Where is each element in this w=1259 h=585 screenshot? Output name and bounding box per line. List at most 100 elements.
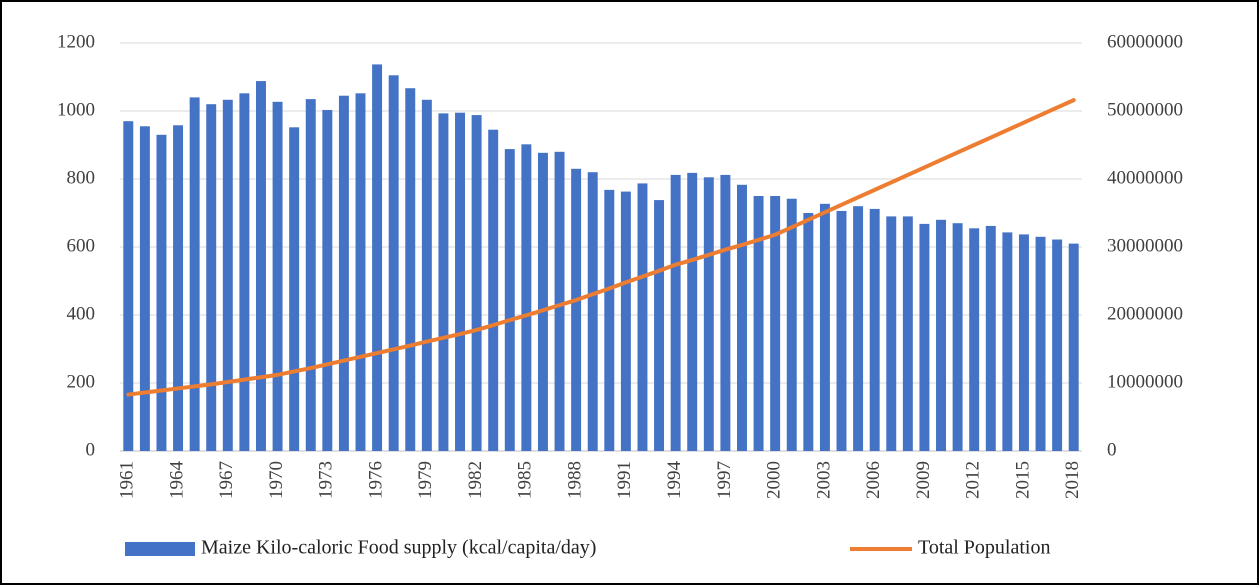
bar xyxy=(620,191,631,451)
x-tick-label: 1994 xyxy=(664,461,685,500)
x-tick-label: 1976 xyxy=(365,461,386,499)
bar xyxy=(819,203,830,451)
x-tick-label: 1964 xyxy=(166,461,187,500)
bar xyxy=(173,125,184,451)
x-tick-label: 2000 xyxy=(764,461,785,499)
bar xyxy=(222,99,233,451)
bar xyxy=(571,168,582,452)
bar xyxy=(206,104,217,451)
legend-label: Total Population xyxy=(918,537,1050,559)
x-tick-label: 2006 xyxy=(863,461,884,499)
bar xyxy=(521,144,532,451)
bar xyxy=(853,206,864,451)
bar xyxy=(488,129,499,451)
y-tick-label: 1200 xyxy=(57,31,95,52)
bar xyxy=(139,126,150,452)
bar xyxy=(421,99,432,451)
bar xyxy=(703,177,714,452)
bar xyxy=(471,115,482,451)
bar xyxy=(322,109,333,451)
x-tick-label: 1985 xyxy=(515,461,536,499)
bar xyxy=(504,149,515,451)
x-tick-label: 1991 xyxy=(614,461,635,499)
bar xyxy=(272,101,283,451)
bar xyxy=(969,228,980,451)
line xyxy=(126,98,1076,397)
axis-labels: 0 200 400 600 800 1000 1200 0 10000000 20000000 30… xyxy=(57,31,1183,499)
x-tick-label: 1961 xyxy=(117,461,138,499)
bar xyxy=(869,208,880,451)
bar xyxy=(1002,232,1013,451)
bar xyxy=(1068,243,1079,451)
y-tick-label: 200 xyxy=(67,371,96,392)
x-tick-label: 2009 xyxy=(913,461,934,499)
y2-tick-label: 20000000 xyxy=(1107,303,1183,324)
bar xyxy=(803,213,814,451)
x-tick-label: 2015 xyxy=(1012,461,1033,499)
y2-tick-label: 60000000 xyxy=(1107,31,1183,52)
legend-label: Maize Kilo-caloric Food supply (kcal/cap… xyxy=(201,537,596,559)
bar xyxy=(604,189,615,451)
bar xyxy=(438,113,449,451)
bar xyxy=(587,172,598,451)
bar xyxy=(786,198,797,451)
legend-swatch xyxy=(125,542,195,556)
bar xyxy=(919,223,930,451)
bar xyxy=(670,174,681,452)
bar xyxy=(1018,234,1029,451)
y2-tick-label: 0 xyxy=(1107,439,1117,460)
y-tick-label: 600 xyxy=(67,235,96,256)
bar xyxy=(737,184,747,451)
x-tick-label: 2003 xyxy=(813,461,834,499)
bar xyxy=(405,88,416,451)
bar xyxy=(1052,239,1063,451)
x-tick-label: 1973 xyxy=(316,461,337,499)
y-tick-label: 0 xyxy=(86,439,96,460)
plot-area xyxy=(123,64,1079,452)
bar xyxy=(239,93,250,451)
bar xyxy=(189,97,200,452)
bar xyxy=(952,223,963,451)
bar xyxy=(1035,236,1046,451)
x-tick-label: 2012 xyxy=(963,461,984,499)
bar xyxy=(637,183,648,452)
bar xyxy=(537,152,548,451)
bar xyxy=(455,112,465,451)
bar xyxy=(687,172,698,451)
x-tick-label: 1967 xyxy=(216,461,237,499)
bar xyxy=(554,151,565,452)
x-tick-label: 1988 xyxy=(564,461,585,499)
x-tick-label: 2018 xyxy=(1062,461,1083,499)
y2-tick-label: 50000000 xyxy=(1107,99,1183,120)
bar xyxy=(720,174,731,452)
bar xyxy=(156,134,167,452)
bar xyxy=(372,64,383,452)
y-tick-label: 1000 xyxy=(57,99,95,120)
bar xyxy=(256,81,266,451)
bar xyxy=(985,225,996,451)
y2-tick-label: 30000000 xyxy=(1107,235,1183,256)
y-tick-label: 800 xyxy=(67,167,96,188)
bar xyxy=(886,216,897,451)
bar xyxy=(123,121,134,451)
legend: Maize Kilo-caloric Food supply (kcal/cap… xyxy=(125,537,1050,559)
y2-tick-label: 40000000 xyxy=(1107,167,1183,188)
bar xyxy=(654,200,665,451)
y2-tick-label: 10000000 xyxy=(1107,371,1183,392)
y-tick-label: 400 xyxy=(67,303,96,324)
x-tick-label: 1979 xyxy=(415,461,436,499)
x-tick-label: 1997 xyxy=(714,461,735,499)
bar xyxy=(355,93,366,451)
x-tick-label: 1982 xyxy=(465,461,486,499)
bar xyxy=(770,196,781,451)
bar xyxy=(902,216,913,451)
bar xyxy=(289,127,300,451)
bar xyxy=(753,196,764,451)
bar xyxy=(388,75,399,452)
bar xyxy=(338,95,349,451)
bar xyxy=(936,219,946,451)
x-tick-label: 1970 xyxy=(266,461,287,499)
bar xyxy=(305,99,316,451)
